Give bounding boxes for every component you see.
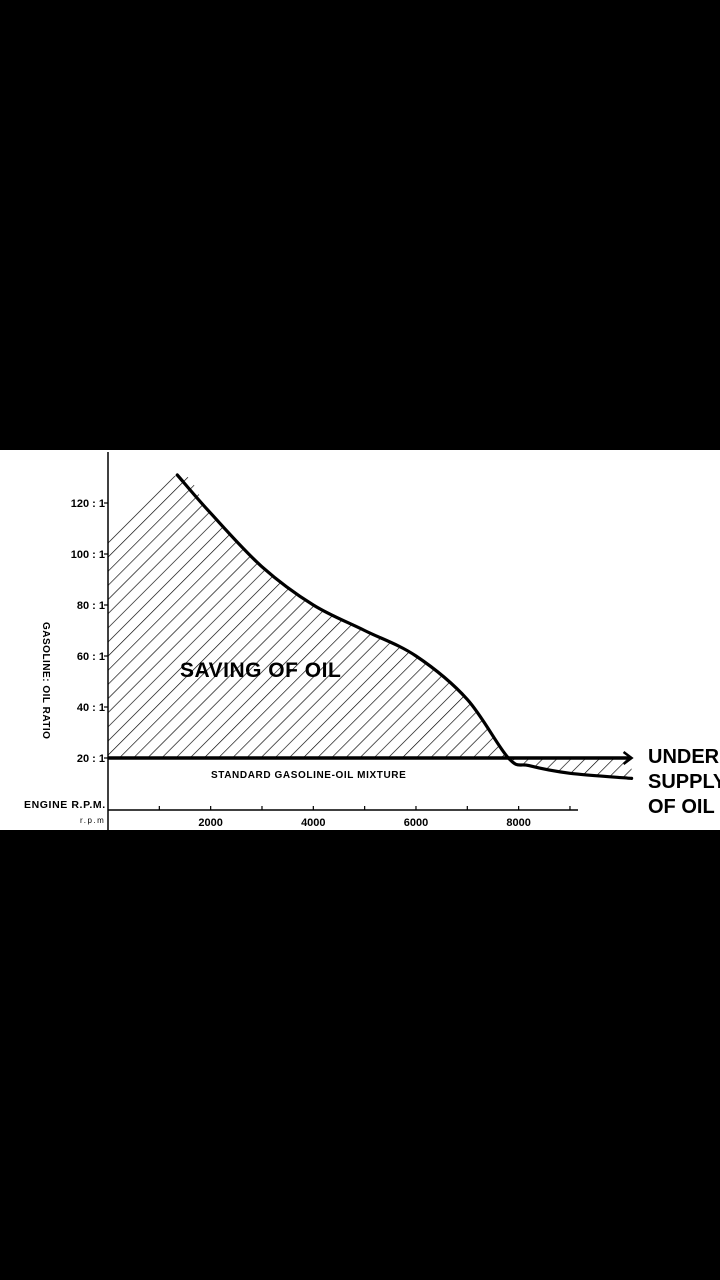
x-axis-title: ENGINE R.P.M. <box>24 799 106 811</box>
y-tick-label: 40 : 1 <box>77 702 105 714</box>
annotation-under-line-2: SUPPLY <box>648 771 720 793</box>
x-tick-label: 8000 <box>506 817 530 829</box>
baseline-arrowhead <box>622 751 634 765</box>
annotation-saving-of-oil: SAVING OF OIL <box>180 659 341 682</box>
plot-area <box>108 473 634 780</box>
x-tick-label: 6000 <box>404 817 428 829</box>
bottom-black-band <box>0 830 720 1280</box>
x-tick-label: 2000 <box>198 817 222 829</box>
top-black-band <box>0 0 720 450</box>
y-tick-label: 20 : 1 <box>77 753 105 765</box>
baseline-label: STANDARD GASOLINE-OIL MIXTURE <box>211 770 406 781</box>
axis-ticks: 20 : 1 40 : 1 60 : 1 80 : 1 100 : 1 120 : 1 20… <box>71 498 571 829</box>
annotation-under-line-3: OF OIL <box>648 796 715 818</box>
saving-area-hatch <box>108 474 509 758</box>
y-tick-label: 80 : 1 <box>77 600 105 612</box>
y-axis-title: GASOLINE: OIL RATIO <box>40 622 51 739</box>
y-tick-label: 120 : 1 <box>71 498 105 510</box>
x-tick-label: 4000 <box>301 817 325 829</box>
annotation-under-line-1: UNDER <box>648 746 720 768</box>
y-tick-label: 60 : 1 <box>77 651 105 663</box>
under-supply-area-hatch <box>508 758 632 779</box>
series-line-oil-ratio <box>175 473 634 780</box>
y-tick-label: 100 : 1 <box>71 549 105 561</box>
x-axis-unit: r.p.m <box>80 816 105 825</box>
